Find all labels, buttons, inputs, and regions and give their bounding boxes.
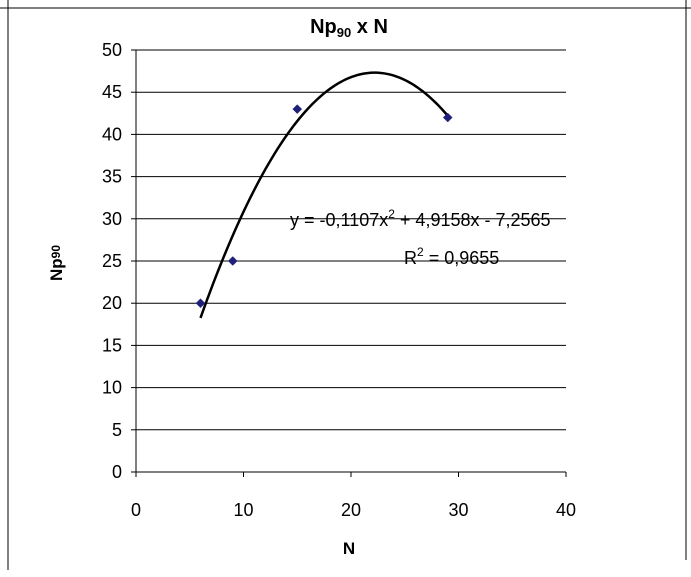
chart-title-main: Np [310,16,337,38]
x-tick-label-20: 20 [341,500,361,520]
data-point [195,298,206,309]
r-squared-label: R2 = 0,9655 [404,245,499,268]
trendline-equation: y = -0,1107x2 + 4,9158x - 7,2565 [290,207,551,230]
data-point [442,112,453,123]
y-tick-label-5: 5 [112,420,122,440]
tick-labels: 0 5 10 15 20 25 30 35 40 45 50 0 10 20 30 40 [102,40,576,520]
chart-title-sub: 90 [337,25,351,40]
axes [131,49,567,477]
x-tick-label-30: 30 [448,500,468,520]
x-tick-label-10: 10 [233,500,253,520]
y-tick-label-0: 0 [112,462,122,482]
y-tick-label-15: 15 [102,335,122,355]
y-tick-label-20: 20 [102,293,122,313]
trendline [199,71,449,319]
y-tick-label-25: 25 [102,251,122,271]
y-tick-label-30: 30 [102,209,122,229]
data-points [195,104,453,309]
y-tick-label-10: 10 [102,378,122,398]
chart-title-suffix: x N [351,16,388,38]
y-axis-label-main: Np [47,258,66,281]
x-tick-label-0: 0 [131,500,141,520]
y-axis-label: Np90 [47,245,66,281]
y-tick-label-40: 40 [102,124,122,144]
trendline-layer [199,71,449,319]
x-tick-label-40: 40 [556,500,576,520]
chart-title: Np90 x N [310,16,388,40]
y-axis-label-sub: 90 [49,245,63,259]
x-axis-label: N [343,539,355,558]
y-tick-label-50: 50 [102,40,122,60]
data-point [227,256,238,266]
y-tick-label-35: 35 [102,167,122,187]
y-tick-label-45: 45 [102,82,122,102]
data-point [292,104,303,114]
grid-lines [136,49,566,431]
